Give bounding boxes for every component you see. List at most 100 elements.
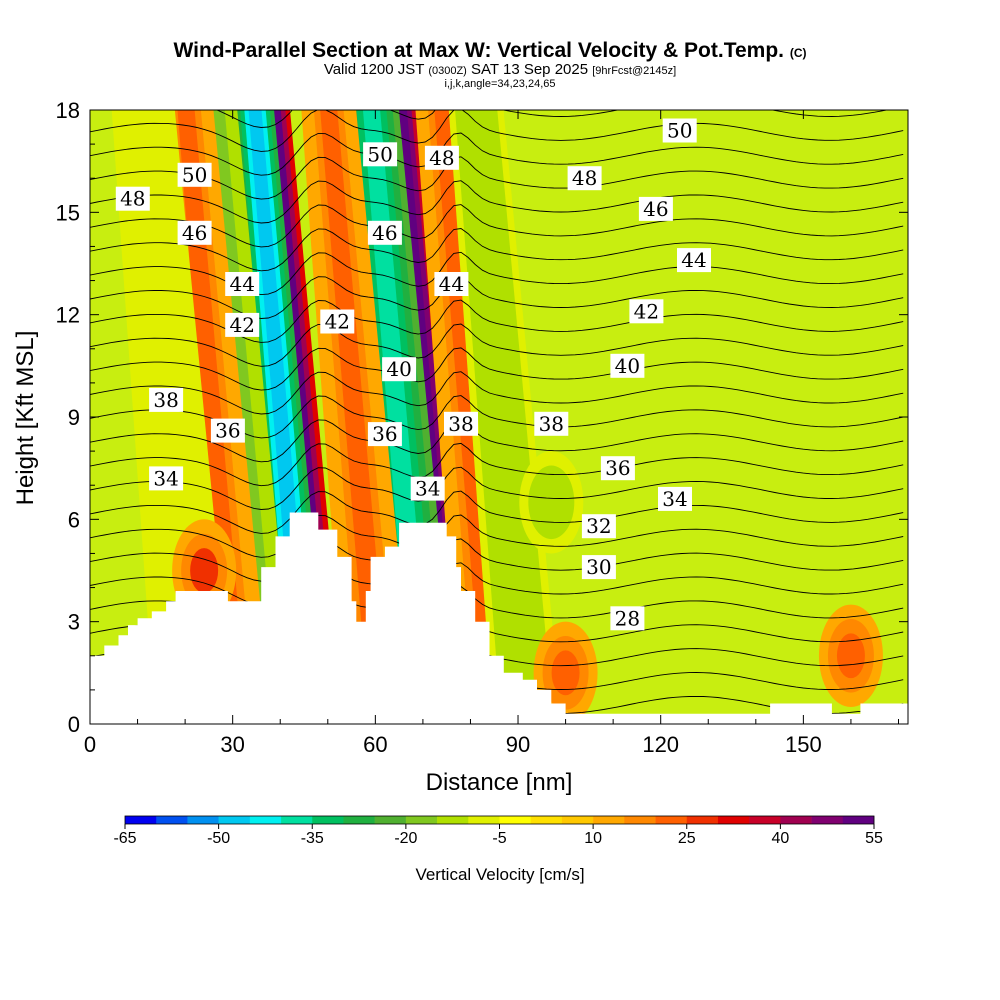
colorbar-swatch xyxy=(374,816,407,824)
contour-label: 46 xyxy=(177,220,212,245)
contour-label: 44 xyxy=(677,248,711,273)
theta-contour-48 xyxy=(90,156,904,200)
colorbar-swatch xyxy=(593,816,625,824)
colorbar-swatch xyxy=(312,816,344,824)
colorbar-swatch xyxy=(530,816,563,824)
theta-contour-36 xyxy=(90,442,904,487)
colorbar-swatch xyxy=(468,816,500,824)
theta-contour-45 xyxy=(90,228,904,272)
contour-label-text: 36 xyxy=(372,422,397,446)
y-tick-label: 15 xyxy=(56,200,80,225)
colorbar-swatch xyxy=(561,816,594,824)
contour-label: 30 xyxy=(581,555,616,580)
contour-label-text: 36 xyxy=(215,419,240,443)
x-axis-label: Distance [nm] xyxy=(426,769,573,796)
theta-contour-39 xyxy=(90,371,904,415)
velocity-cell xyxy=(551,650,580,696)
colorbar-swatch xyxy=(780,816,812,824)
colorbar: -65 -50 -35 -20 -5 10 25 40 55 xyxy=(113,815,883,847)
colorbar-tick-label: -50 xyxy=(207,830,230,847)
colorbar-tick-label: 25 xyxy=(678,830,696,847)
contour-label: 40 xyxy=(610,353,645,378)
contour-label-text: 28 xyxy=(615,606,640,630)
contour-label: 38 xyxy=(534,411,569,436)
x-tick-label: 150 xyxy=(785,732,822,757)
colorbar-tick-label: 40 xyxy=(771,830,789,847)
x-tick-label: 90 xyxy=(506,732,530,757)
contour-label-text: 34 xyxy=(662,487,687,511)
contour-label: 44 xyxy=(434,272,469,296)
colorbar-tick-label: -5 xyxy=(492,830,506,847)
colorbar-swatch xyxy=(717,816,750,824)
y-tick-label: 3 xyxy=(68,610,80,635)
theta-contour-35 xyxy=(90,466,904,510)
contour-label: 42 xyxy=(320,309,355,334)
contour-label-text: 38 xyxy=(539,412,564,436)
contour-label-text: 34 xyxy=(415,477,440,501)
colorbar-swatch xyxy=(437,816,469,824)
contour-label: 36 xyxy=(367,422,402,447)
colorbar-tick-label: 10 xyxy=(584,830,602,847)
contour-label: 40 xyxy=(382,357,417,382)
colorbar-swatch xyxy=(655,816,688,824)
contour-label: 46 xyxy=(367,220,402,245)
colorbar-tick-label: -65 xyxy=(113,830,136,847)
theta-contour-33 xyxy=(90,514,904,558)
theta-contour-43 xyxy=(90,275,904,319)
contour-label: 34 xyxy=(149,466,184,491)
contour-label: 34 xyxy=(410,476,445,501)
contour-label-text: 30 xyxy=(586,555,611,579)
contour-label-text: 32 xyxy=(586,514,611,538)
contour-label: 34 xyxy=(658,486,692,511)
x-tick-label: 60 xyxy=(363,732,387,757)
velocity-cell xyxy=(537,479,566,525)
contour-label: 50 xyxy=(363,142,398,167)
contour-label: 28 xyxy=(610,606,645,631)
colorbar-swatch xyxy=(125,816,157,824)
theta-contour-46 xyxy=(90,204,904,248)
x-tick-label: 0 xyxy=(84,732,96,757)
theta-contour-47 xyxy=(90,180,904,224)
velocity-band xyxy=(467,110,539,724)
y-axis-label: Height [Kft MSL] xyxy=(12,331,39,506)
colorbar-swatch xyxy=(343,816,375,824)
contour-label: 48 xyxy=(567,166,602,191)
theta-contour-40 xyxy=(90,347,904,391)
contour-label-text: 44 xyxy=(681,248,706,272)
contour-label-text: 48 xyxy=(120,187,145,211)
colorbar-swatch xyxy=(499,816,532,824)
theta-contour-32 xyxy=(90,538,904,582)
y-tick-label: 0 xyxy=(68,712,80,737)
plot-area: 50 50 50 48 48 48 46 46 46 44 44 44 42 42 42 40 40 38 38 38… xyxy=(90,110,908,724)
colorbar-swatch xyxy=(249,816,282,824)
contour-label: 38 xyxy=(149,387,184,412)
contour-labels: 50 50 50 48 48 48 46 46 46 44 44 44 42 42 42 40 40 38 38 38… xyxy=(115,118,711,631)
x-tick-label: 120 xyxy=(642,732,679,757)
contour-label: 48 xyxy=(115,186,150,211)
theta-contour-41 xyxy=(90,323,904,367)
colorbar-swatch xyxy=(624,816,656,824)
contour-label-text: 36 xyxy=(605,456,630,480)
contour-label: 44 xyxy=(225,272,260,296)
colorbar-swatch xyxy=(405,816,438,824)
colorbar-swatch xyxy=(156,816,188,824)
colorbar-swatch xyxy=(281,816,313,824)
contour-label-text: 42 xyxy=(634,299,659,323)
y-tick-label: 6 xyxy=(68,507,80,532)
y-tick-label: 12 xyxy=(56,303,80,328)
colorbar-label: Vertical Velocity [cm/s] xyxy=(415,865,584,884)
chart-title: Wind-Parallel Section at Max W: Vertical… xyxy=(173,39,806,62)
contour-label: 38 xyxy=(444,411,478,436)
contour-label-text: 44 xyxy=(229,272,254,296)
theta-contour-37 xyxy=(90,419,904,463)
terrain-mask xyxy=(90,512,908,724)
colorbar-swatch xyxy=(811,816,844,824)
contour-label-text: 48 xyxy=(429,146,454,170)
contour-label-text: 50 xyxy=(367,142,392,166)
theta-contour-50 xyxy=(90,110,904,152)
contour-label-text: 40 xyxy=(386,357,411,381)
chart-subtitle-2: i,j,k,angle=34,23,24,65 xyxy=(444,78,555,90)
colorbar-swatch xyxy=(218,816,251,824)
